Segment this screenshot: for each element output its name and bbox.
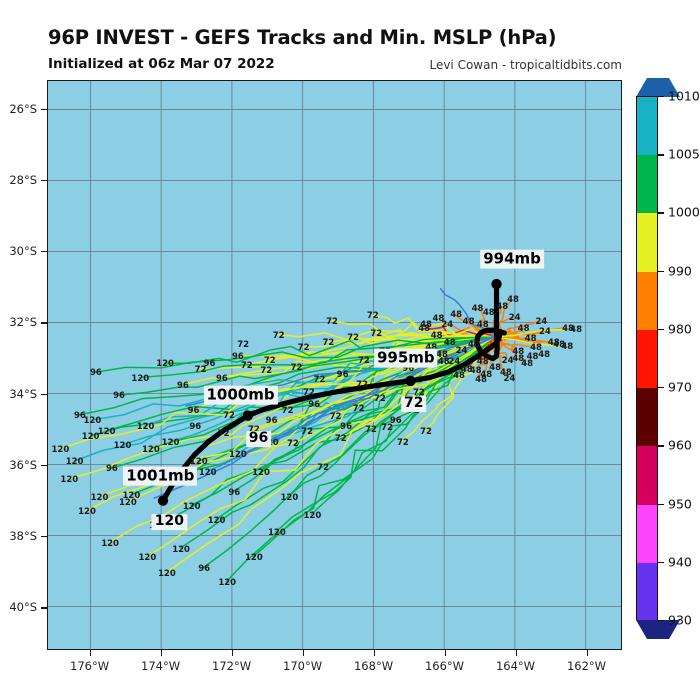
x-axis-label: 166°W	[424, 659, 465, 673]
colorbar-tick-mark	[658, 503, 664, 505]
y-axis-label: 28°S	[9, 172, 37, 187]
colorbar-tick-label: 950	[668, 496, 692, 512]
mean-track-point	[405, 375, 416, 387]
colorbar-extend-low-arrow	[636, 620, 680, 639]
x-axis-label: 172°W	[212, 659, 252, 673]
y-axis-label: 40°S	[9, 600, 37, 615]
x-tick-mark	[373, 650, 375, 656]
colorbar-segment	[637, 213, 657, 273]
ensemble-track	[109, 336, 494, 544]
mean-track-mslp-label: 994mb	[480, 249, 544, 269]
colorbar-segment	[637, 446, 657, 506]
x-axis-label: 164°W	[495, 659, 536, 673]
ensemble-track	[225, 336, 494, 583]
map-plot-area[interactable]: 24 48 48 48 24 48 48 48 24 48 48 48 24 48 48 48 24 48 48 48…	[47, 80, 622, 650]
colorbar-tick-label: 1010	[668, 88, 700, 104]
y-axis-label: 36°S	[9, 457, 37, 472]
colorbar-tick-label: 1005	[668, 146, 700, 162]
colorbar-tick-mark	[658, 270, 664, 272]
mean-track-hour-label: 72	[401, 396, 427, 412]
y-axis-label: 34°S	[9, 386, 37, 401]
colorbar-tick-label: 960	[668, 437, 692, 453]
colorbar-tick-mark	[658, 154, 664, 156]
colorbar-tick-mark	[658, 212, 664, 214]
ensemble-track	[287, 336, 494, 498]
colorbar-segment	[637, 329, 657, 389]
colorbar-tick-label: 980	[668, 321, 692, 337]
colorbar-tick-label: 1000	[668, 204, 700, 220]
y-axis-label: 26°S	[9, 101, 37, 116]
colorbar-tick-mark	[658, 387, 664, 389]
colorbar-tick-label: 940	[668, 554, 692, 570]
x-tick-mark	[89, 650, 91, 656]
ensemble-track	[146, 336, 494, 558]
mean-track-hour-label: 120	[151, 514, 187, 530]
mean-track-mslp-label: 1000mb	[203, 385, 278, 405]
x-tick-mark	[160, 650, 162, 656]
mean-track-mslp-label: 995mb	[373, 348, 438, 368]
y-axis-label: 38°S	[9, 529, 37, 543]
x-axis-label: 176°W	[70, 659, 110, 673]
colorbar[interactable]	[636, 96, 658, 622]
colorbar-extend-high-arrow	[636, 78, 680, 97]
colorbar-tick-mark	[658, 561, 664, 564]
ensemble-track	[492, 328, 569, 339]
mean-track-mslp-label: 1001mb	[123, 466, 198, 486]
colorbar-tick-label: 990	[668, 263, 692, 279]
attribution-credit: Levi Cowan - tropicaltidbits.com	[429, 58, 622, 72]
ensemble-track	[310, 336, 494, 515]
colorbar-segment	[637, 504, 657, 564]
colorbar-segment	[637, 388, 657, 447]
x-tick-mark	[586, 650, 588, 656]
ensemble-track	[252, 336, 494, 558]
colorbar-segment	[637, 155, 657, 214]
mean-track-loop	[474, 281, 507, 362]
ensemble-track	[330, 319, 494, 339]
x-tick-mark	[231, 650, 233, 656]
x-axis-label: 174°W	[141, 659, 181, 673]
x-axis-label: 162°W	[566, 659, 607, 673]
x-tick-mark	[515, 650, 517, 656]
chart-subtitle: Initialized at 06z Mar 07 2022	[48, 56, 275, 72]
colorbar-tick-label: 930	[668, 612, 692, 628]
ensemble-track	[163, 336, 494, 364]
x-axis-label: 168°W	[353, 659, 394, 673]
ensemble-track	[370, 314, 494, 339]
page-title: 96P INVEST - GEFS Tracks and Min. MSLP (…	[48, 26, 557, 49]
ensemble-track	[94, 336, 494, 373]
colorbar-segment	[637, 271, 657, 331]
y-axis-label: 30°S	[9, 244, 37, 258]
mean-track-point	[157, 495, 169, 506]
ensemble-track	[236, 336, 494, 357]
ensemble-track	[492, 336, 560, 347]
colorbar-tick-mark	[658, 445, 664, 447]
track-lines-svg	[48, 81, 621, 649]
mean-track-hour-label: 96	[245, 430, 272, 447]
y-axis-label: 32°S	[9, 315, 37, 330]
x-tick-mark	[444, 650, 446, 656]
mean-track-point	[491, 278, 502, 290]
colorbar-tick-mark	[658, 328, 664, 331]
x-axis-label: 170°W	[283, 659, 323, 673]
colorbar-tick-mark	[658, 96, 664, 98]
colorbar-tick-label: 970	[668, 379, 692, 395]
x-tick-mark	[302, 650, 304, 656]
ensemble-track	[139, 336, 494, 379]
colorbar-tick-mark	[658, 620, 664, 622]
mean-track-point	[242, 410, 253, 421]
colorbar-segment	[637, 562, 657, 622]
colorbar-segment	[637, 97, 657, 156]
